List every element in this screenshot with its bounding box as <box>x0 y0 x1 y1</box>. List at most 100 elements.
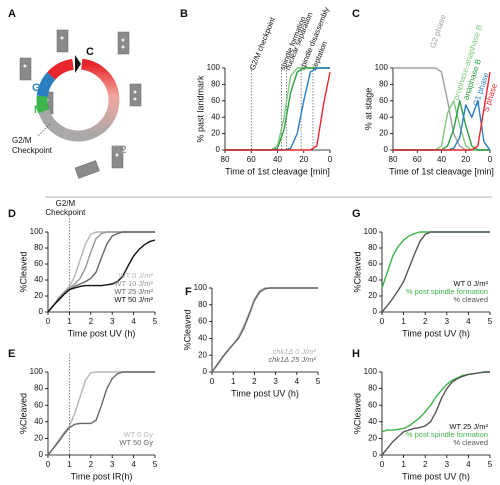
x-tick-label: 80 <box>221 155 230 164</box>
y-tick-label: 40 <box>379 112 388 121</box>
x-tick-label: 3 <box>445 460 450 469</box>
x-tick-label: 1 <box>67 317 72 326</box>
x-tick-label: 3 <box>110 460 115 469</box>
x-tick-label: 4 <box>466 317 471 326</box>
legend-entry: chk1Δ 25 J/m² <box>268 355 316 364</box>
y-tick-label: 20 <box>379 129 388 138</box>
y-tick-label: 0 <box>216 145 221 154</box>
y-tick-label: 40 <box>368 275 377 284</box>
x-tick-label: 5 <box>316 377 321 386</box>
y-tick-label: 80 <box>34 243 43 252</box>
y-tick-label: 40 <box>368 417 377 426</box>
x-axis-label: Time post UV (h) <box>402 471 470 481</box>
legend-entry: % post spindle formation <box>406 430 488 439</box>
phase-label: M <box>34 104 43 116</box>
x-tick-label: 0 <box>46 460 51 469</box>
y-tick-label: 100 <box>364 367 378 376</box>
x-tick-label: 0 <box>46 317 51 326</box>
x-tick-label: 1 <box>231 377 236 386</box>
y-tick-label: 60 <box>198 317 207 326</box>
y-tick-label: 80 <box>211 80 220 89</box>
x-tick-label: 20 <box>299 155 308 164</box>
panel-label: A <box>8 8 16 20</box>
reference-label: Checkpoint <box>45 208 86 217</box>
panel-label: D <box>8 208 16 220</box>
y-tick-label: 100 <box>207 63 221 72</box>
panel-label: C <box>352 8 360 20</box>
ring-segment <box>63 58 120 142</box>
legend-entry: WT 50 Gy <box>119 438 153 447</box>
y-tick-label: 100 <box>30 227 44 236</box>
y-axis-label: % at stage <box>363 88 373 131</box>
x-tick-label: 60 <box>247 155 256 164</box>
y-tick-label: 20 <box>368 434 377 443</box>
y-tick-label: 60 <box>211 96 220 105</box>
y-axis-label: %Cleaved <box>352 393 362 434</box>
legend-entry: WT 0 J/m² <box>119 271 154 280</box>
y-tick-label: 80 <box>198 300 207 309</box>
legend-entry: WT 10 J/m² <box>114 279 153 288</box>
ring-segment <box>36 95 50 113</box>
y-tick-label: 0 <box>39 450 44 459</box>
data-line <box>225 67 330 151</box>
x-axis-label: Time of 1st cleavage [min] <box>225 166 330 176</box>
y-tick-label: 40 <box>211 112 220 121</box>
x-axis-label: Time post UV (h) <box>68 328 136 338</box>
legend-entry: WT 0 J/m² <box>454 279 489 288</box>
x-tick-label: 2 <box>423 317 428 326</box>
x-tick-label: 0 <box>380 317 385 326</box>
y-tick-label: 0 <box>384 145 389 154</box>
y-tick-label: 60 <box>34 259 43 268</box>
y-tick-label: 20 <box>34 291 43 300</box>
x-tick-label: 4 <box>131 317 136 326</box>
legend-entry: WT 25 J/m² <box>114 287 153 296</box>
y-tick-label: 100 <box>375 63 389 72</box>
x-tick-label: 20 <box>461 155 470 164</box>
data-line <box>225 71 331 151</box>
reference-label: G2/M checkpoint <box>248 15 278 71</box>
x-axis-label: Time post UV (h) <box>402 328 470 338</box>
x-tick-label: 3 <box>110 317 115 326</box>
x-tick-label: 0 <box>488 155 493 164</box>
x-tick-label: 0 <box>380 460 385 469</box>
y-tick-label: 20 <box>198 350 207 359</box>
y-tick-label: 80 <box>34 384 43 393</box>
y-tick-label: 80 <box>379 80 388 89</box>
ring-segment <box>36 72 56 98</box>
y-tick-label: 80 <box>368 384 377 393</box>
legend-entry: WT 50 J/m² <box>114 295 153 304</box>
x-tick-label: 2 <box>89 460 94 469</box>
panel-label: F <box>185 286 192 298</box>
x-tick-label: 0 <box>328 155 333 164</box>
cell-cycle-ring <box>36 55 120 142</box>
x-tick-label: 1 <box>401 317 406 326</box>
data-line <box>225 67 330 151</box>
x-tick-label: 3 <box>445 317 450 326</box>
x-tick-label: 5 <box>153 460 158 469</box>
y-axis-label: % past landmark <box>195 75 205 143</box>
x-tick-label: 60 <box>413 155 422 164</box>
y-tick-label: 60 <box>368 400 377 409</box>
cytokinesis-marker <box>75 55 81 73</box>
x-tick-label: 80 <box>389 155 398 164</box>
y-tick-label: 20 <box>211 129 220 138</box>
y-tick-label: 60 <box>34 400 43 409</box>
y-axis-label: %Cleaved <box>352 251 362 292</box>
x-tick-label: 4 <box>131 460 136 469</box>
checkpoint-label: Checkpoint <box>12 146 53 155</box>
x-axis-label: Time of 1st cleavage [min] <box>389 166 494 176</box>
data-line <box>47 371 155 456</box>
panel-label: G <box>352 208 361 220</box>
legend-entry: WT 25 J/m² <box>449 422 488 431</box>
phase-label: C <box>86 46 94 58</box>
x-tick-label: 5 <box>153 317 158 326</box>
y-tick-label: 60 <box>368 259 377 268</box>
y-axis-label: %Cleaved <box>18 393 28 434</box>
x-tick-label: 1 <box>401 460 406 469</box>
y-axis-label: %Cleaved <box>18 251 28 292</box>
y-tick-label: 40 <box>34 417 43 426</box>
y-axis-label: %Cleaved <box>182 309 192 350</box>
y-tick-label: 0 <box>39 307 44 316</box>
legend-label: G2 phase <box>428 13 447 49</box>
